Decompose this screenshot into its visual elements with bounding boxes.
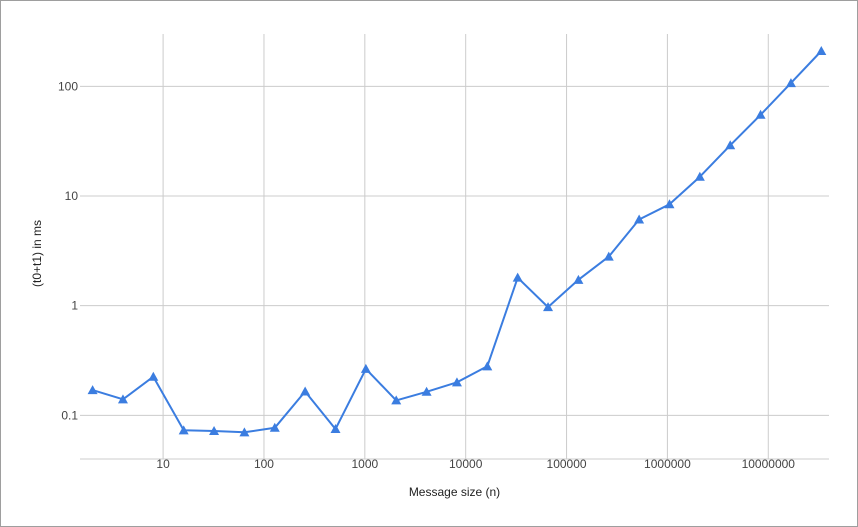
y-tick-label: 10 bbox=[65, 189, 79, 203]
x-tick-label: 100000 bbox=[547, 457, 587, 471]
y-axis-ticks: 0.1 1 10 100 bbox=[58, 79, 78, 422]
data-point-marker bbox=[694, 171, 705, 181]
data-point-marker bbox=[755, 109, 766, 119]
data-point-marker bbox=[239, 427, 250, 437]
data-point-marker bbox=[664, 199, 675, 209]
data-point-marker bbox=[785, 78, 796, 88]
x-axis-ticks: 10 100 1000 10000 100000 1000000 10000000 bbox=[156, 457, 795, 471]
data-point-marker bbox=[178, 425, 189, 435]
series-line bbox=[92, 50, 823, 434]
data-point-marker bbox=[634, 214, 645, 224]
x-axis-title: Message size (n) bbox=[409, 485, 500, 499]
data-point-marker bbox=[87, 385, 98, 395]
data-point-marker bbox=[482, 361, 493, 371]
grid-lines bbox=[80, 34, 829, 460]
data-point-marker bbox=[725, 140, 736, 150]
data-point-marker bbox=[330, 424, 341, 434]
data-point-marker bbox=[451, 377, 462, 387]
x-tick-label: 1000 bbox=[351, 457, 378, 471]
x-tick-label: 10 bbox=[156, 457, 170, 471]
data-point-marker bbox=[300, 386, 311, 396]
y-tick-label: 0.1 bbox=[61, 408, 78, 422]
data-point-marker bbox=[573, 274, 584, 284]
data-point-marker bbox=[148, 371, 159, 381]
data-point-marker bbox=[360, 363, 371, 373]
data-point-marker bbox=[421, 386, 432, 396]
x-tick-label: 10000000 bbox=[742, 457, 796, 471]
y-axis-title: (t0+t1) in ms bbox=[30, 220, 44, 287]
y-tick-label: 100 bbox=[58, 79, 78, 93]
x-tick-label: 1000000 bbox=[644, 457, 691, 471]
data-point-marker bbox=[543, 302, 554, 312]
data-point-marker bbox=[391, 395, 402, 405]
y-tick-label: 1 bbox=[71, 299, 78, 313]
x-tick-label: 10000 bbox=[449, 457, 483, 471]
data-point-marker bbox=[209, 426, 220, 436]
data-point-marker bbox=[117, 394, 128, 404]
x-tick-label: 100 bbox=[254, 457, 274, 471]
data-point-marker bbox=[269, 422, 280, 432]
data-point-marker bbox=[816, 45, 827, 55]
data-point-marker bbox=[512, 272, 523, 282]
series-layer bbox=[87, 45, 827, 437]
data-point-marker bbox=[603, 251, 614, 261]
